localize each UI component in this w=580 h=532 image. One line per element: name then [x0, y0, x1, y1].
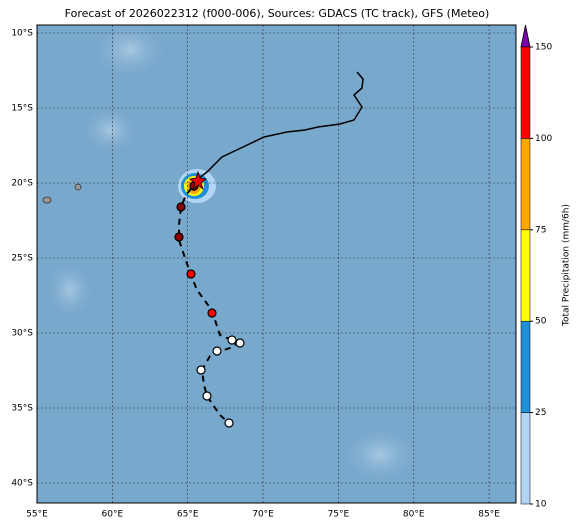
colorbar-tick-label: 50: [535, 317, 547, 327]
map-frame: [36, 24, 517, 504]
colorbar-segment: [520, 412, 531, 505]
lat-label: 25°S: [11, 254, 33, 264]
cloud: [90, 25, 170, 80]
lon-label: 55°E: [26, 510, 48, 520]
colorbar-tick-label: 25: [535, 408, 546, 418]
lat-label: 35°S: [11, 404, 33, 414]
colorbar-tick-label: 10: [535, 500, 547, 510]
colorbar-label: Total Precipitation (mm/6h): [562, 204, 572, 327]
colorbar-tick-label: 100: [535, 134, 552, 144]
cloud: [45, 260, 95, 320]
lat-label: 30°S: [11, 329, 33, 339]
colorbar-extend: [520, 24, 531, 48]
colorbar-segment: [520, 46, 531, 139]
map-area: [37, 25, 516, 503]
lon-label: 65°E: [177, 510, 199, 520]
cloud: [340, 425, 420, 485]
ocean: [37, 25, 516, 503]
map-title: Forecast of 2026022312 (f000-006), Sourc…: [65, 7, 490, 20]
colorbar-tick-label: 150: [535, 43, 552, 53]
colorbar-segment: [520, 229, 531, 322]
colorbar: [520, 24, 533, 505]
past-track: [197, 71, 364, 180]
colorbar-segment: [520, 138, 531, 231]
lat-label: 10°S: [11, 29, 33, 39]
current-position: [189, 170, 207, 191]
lon-label: 70°E: [252, 510, 274, 520]
island: [42, 196, 52, 204]
island: [74, 183, 82, 191]
lon-label: 75°E: [328, 510, 350, 520]
lat-label: 40°S: [11, 479, 33, 489]
cloud: [80, 105, 140, 155]
lat-label: 20°S: [11, 179, 33, 189]
lon-label: 85°E: [478, 510, 500, 520]
lon-label: 80°E: [403, 510, 425, 520]
lat-label: 15°S: [11, 104, 33, 114]
colorbar-tick-label: 75: [535, 225, 546, 235]
lon-label: 60°E: [102, 510, 124, 520]
colorbar-segment: [520, 320, 531, 413]
